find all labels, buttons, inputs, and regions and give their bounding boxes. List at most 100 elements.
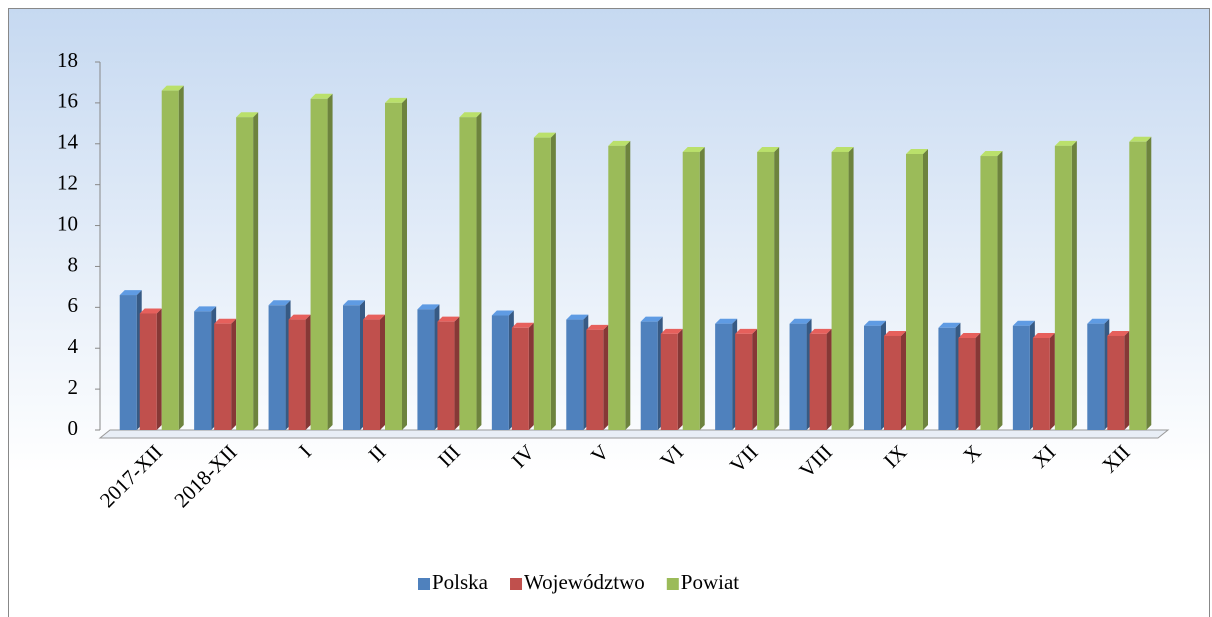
bar-top [1012,320,1035,326]
bar [417,309,435,430]
bar-top [906,149,928,154]
bar-top [1032,333,1055,338]
bar-side [528,322,534,430]
legend-label: Województwo [524,570,645,594]
bar [491,315,509,430]
bar-side [305,314,311,430]
bar-side [923,149,928,430]
bar [958,338,976,430]
bar-top [831,146,854,152]
bar-top [385,97,407,103]
bar [1087,323,1105,430]
bar-side [253,112,259,430]
bar-side [231,318,237,430]
y-tick-label: 16 [57,89,78,113]
bar [884,335,901,430]
bar-top [586,324,609,330]
bar [459,117,477,430]
y-tick-label: 6 [68,293,79,317]
y-tick-label: 18 [57,48,78,72]
bar-top [640,316,663,322]
bar-top [660,328,683,334]
y-tick-label: 14 [57,130,79,154]
bar-side [848,146,854,430]
bar-top [161,85,184,91]
y-tick-label: 4 [68,334,79,358]
bar-top [343,300,365,306]
bar-top [491,310,514,316]
bar-top [884,330,906,336]
bar-side [402,97,407,430]
bar-top [533,132,556,138]
legend-swatch [418,578,430,590]
bar [640,321,658,430]
bar-side [178,85,184,430]
bar-side [975,333,981,430]
bar [864,325,881,430]
legend-label: Polska [432,570,489,594]
bar-top [119,290,142,296]
bar [980,156,998,431]
bar-top [363,314,385,320]
bar [385,102,402,430]
bar [789,323,807,430]
bar-top [1129,136,1152,142]
bar-top [288,314,311,320]
bar [938,327,956,430]
bar-top [1107,330,1130,336]
bar-top [958,333,981,338]
bar-side [1071,140,1077,431]
y-tick-label: 12 [57,170,78,194]
bar-top [980,151,1003,157]
bar [715,323,733,430]
bar-top [757,146,780,152]
bar [511,327,529,430]
bar-top [139,308,162,314]
bar-top [1054,140,1077,146]
bar-top [938,322,961,328]
legend-swatch [510,578,523,590]
chart-floor [98,429,1170,439]
bar [288,319,306,430]
bar-side [603,324,609,430]
bar-top [268,300,291,306]
bar [1107,335,1125,430]
bar [310,98,328,431]
bar-side [826,328,832,430]
bar-side [997,151,1003,431]
bar [1012,325,1030,430]
bar [437,321,455,430]
bar-top [789,318,812,324]
bar-side [454,316,460,430]
bar-top [417,304,440,310]
bar [236,117,254,430]
bar-side [774,146,780,430]
bar [1032,338,1050,430]
legend-swatch [666,578,679,590]
bar-side [699,146,705,430]
bar-top [682,146,705,152]
bar-top [459,112,482,118]
y-tick-label: 2 [68,375,79,399]
bar-top [437,316,460,322]
bar [533,137,551,430]
bar-side [380,314,385,430]
bar-side [1124,330,1130,430]
bar [809,333,827,430]
bar-top [715,318,738,324]
bar-top [236,112,259,118]
bar [343,305,360,430]
y-tick-label: 10 [57,211,78,235]
bar [660,333,678,430]
bar-top [1087,318,1110,324]
bar-side [625,140,631,431]
bar-top [214,318,237,324]
bar-side [1049,333,1055,430]
bar-side [476,112,482,430]
bar [906,154,923,430]
bar [363,319,380,430]
bar-side [901,330,906,430]
bar [682,151,700,430]
bar [831,151,849,430]
